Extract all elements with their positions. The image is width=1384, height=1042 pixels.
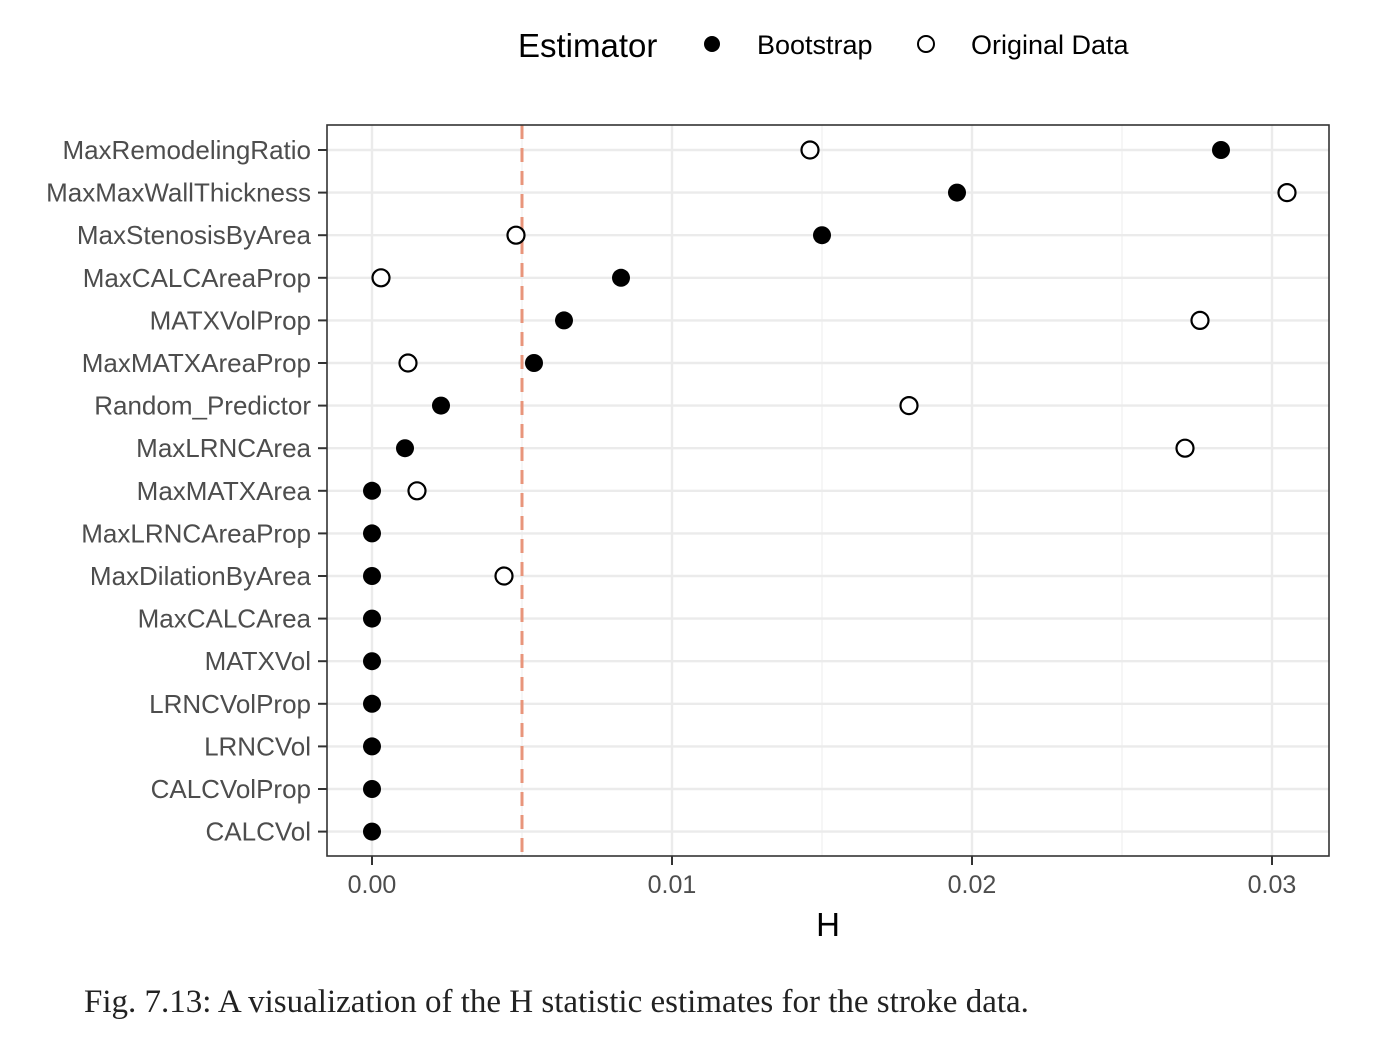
y-tick-label: Random_Predictor xyxy=(94,391,311,421)
legend-original-data-marker xyxy=(917,35,935,53)
y-tick-label: MaxCALCAreaProp xyxy=(83,263,311,293)
x-tick-label: 0.02 xyxy=(948,871,997,899)
y-tick-label: MATXVol xyxy=(205,646,311,676)
y-tick-label: MaxMATXAreaProp xyxy=(82,348,311,378)
y-tick-label: LRNCVolProp xyxy=(149,689,311,719)
bootstrap-point xyxy=(948,183,966,202)
figure-caption: Fig. 7.13: A visualization of the H stat… xyxy=(84,984,1029,1020)
bootstrap-point xyxy=(396,439,414,458)
original-data-point xyxy=(398,353,418,373)
bootstrap-point xyxy=(363,780,381,798)
bootstrap-point xyxy=(1212,141,1230,159)
bootstrap-point xyxy=(363,694,381,713)
bootstrap-point xyxy=(612,268,630,287)
original-data-point xyxy=(371,268,391,288)
legend-bootstrap-marker xyxy=(704,36,720,52)
y-tick-label: MaxLRNCAreaProp xyxy=(81,518,311,548)
original-data-point xyxy=(407,481,427,501)
y-tick-label: MaxMaxWallThickness xyxy=(46,178,311,208)
x-axis-title: H xyxy=(816,906,840,943)
legend-original-data-label: Original Data xyxy=(971,30,1130,60)
h-statistic-chart: Estimator Bootstrap Original Data MaxRem… xyxy=(46,27,1330,943)
original-data-point xyxy=(1277,183,1297,203)
y-axis: MaxRemodelingRatio MaxMaxWallThickness Max… xyxy=(46,135,327,847)
original-data-point xyxy=(506,225,526,245)
grid-lines xyxy=(327,125,1329,856)
data-points xyxy=(363,140,1297,841)
bootstrap-point xyxy=(432,396,450,415)
bootstrap-point xyxy=(363,822,381,841)
original-data-point xyxy=(800,140,820,160)
bootstrap-point xyxy=(525,354,543,372)
y-tick-label: MaxLRNCArea xyxy=(136,433,311,463)
x-tick-label: 0.03 xyxy=(1248,871,1297,899)
original-data-point xyxy=(1190,310,1210,330)
x-axis: 0.00 0.01 0.02 0.03 xyxy=(348,856,1297,899)
y-tick-label: CALCVolProp xyxy=(151,774,311,804)
x-tick-label: 0.00 xyxy=(348,871,397,899)
original-data-point xyxy=(494,566,514,586)
original-data-point xyxy=(1175,438,1195,458)
y-tick-label: MaxCALCArea xyxy=(138,604,312,634)
y-tick-label: LRNCVol xyxy=(204,731,311,761)
legend-bootstrap-label: Bootstrap xyxy=(757,30,873,60)
bootstrap-point xyxy=(363,609,381,628)
x-tick-label: 0.01 xyxy=(648,871,697,899)
y-tick-label: MATXVolProp xyxy=(150,305,311,335)
bootstrap-point xyxy=(363,652,381,671)
bootstrap-point xyxy=(363,481,381,500)
y-tick-label: MaxRemodelingRatio xyxy=(62,135,311,165)
bootstrap-point xyxy=(363,567,381,585)
bootstrap-point xyxy=(363,737,381,756)
bootstrap-point xyxy=(813,226,831,245)
y-tick-label: MaxMATXArea xyxy=(137,476,312,506)
plot-panel xyxy=(326,124,1330,857)
y-tick-label: MaxStenosisByArea xyxy=(77,220,312,250)
y-tick-label: CALCVol xyxy=(206,817,312,847)
legend: Estimator Bootstrap Original Data xyxy=(518,27,1130,64)
bootstrap-point xyxy=(363,524,381,543)
legend-title: Estimator xyxy=(518,27,657,64)
y-tick-label: MaxDilationByArea xyxy=(90,561,312,591)
bootstrap-point xyxy=(555,311,573,330)
original-data-point xyxy=(899,396,919,416)
